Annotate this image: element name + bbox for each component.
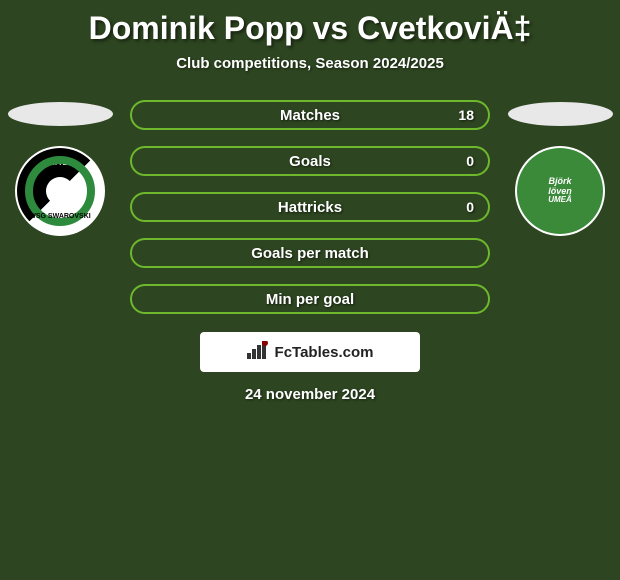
chart-icon <box>247 341 269 364</box>
stat-value: 0 <box>466 199 474 215</box>
club-badge-right-line3: UMEÅ <box>548 196 572 205</box>
club-badge-right: Björk löven UMEÅ <box>515 146 605 236</box>
stat-row-min-per-goal: Min per goal <box>130 284 490 314</box>
club-badge-left-inner: WATTENS WSG SWAROVSKI <box>17 148 103 234</box>
stat-label: Hattricks <box>278 199 342 216</box>
stats-column: Matches 18 Goals 0 Hattricks 0 Goals per… <box>115 100 505 314</box>
stat-label: Goals per match <box>251 245 369 262</box>
soccer-ball-icon <box>46 177 74 205</box>
left-badge-column: WATTENS WSG SWAROVSKI <box>5 102 115 236</box>
stat-label: Matches <box>280 107 340 124</box>
stat-row-goals-per-match: Goals per match <box>130 238 490 268</box>
stat-row-hattricks: Hattricks 0 <box>130 192 490 222</box>
page-title: Dominik Popp vs CvetkoviÄ‡ <box>0 10 620 47</box>
stat-value: 18 <box>458 107 474 123</box>
branding-box[interactable]: FcTables.com <box>200 332 420 372</box>
middle-section: WATTENS WSG SWAROVSKI Matches 18 Goals 0… <box>0 102 620 314</box>
stat-value: 0 <box>466 153 474 169</box>
right-badge-column: Björk löven UMEÅ <box>505 102 615 236</box>
stat-row-matches: Matches 18 <box>130 100 490 130</box>
country-flag-left <box>8 102 113 126</box>
date-text: 24 november 2024 <box>0 386 620 403</box>
branding-text: FcTables.com <box>275 344 374 361</box>
stat-label: Goals <box>289 153 331 170</box>
stat-row-goals: Goals 0 <box>130 146 490 176</box>
page-subtitle: Club competitions, Season 2024/2025 <box>0 55 620 72</box>
comparison-card: Dominik Popp vs CvetkoviÄ‡ Club competit… <box>0 0 620 403</box>
country-flag-right <box>508 102 613 126</box>
club-badge-left-bottom-text: WSG SWAROVSKI <box>17 213 103 220</box>
stat-label: Min per goal <box>266 291 354 308</box>
club-badge-left: WATTENS WSG SWAROVSKI <box>15 146 105 236</box>
club-badge-right-inner: Björk löven UMEÅ <box>517 148 603 234</box>
